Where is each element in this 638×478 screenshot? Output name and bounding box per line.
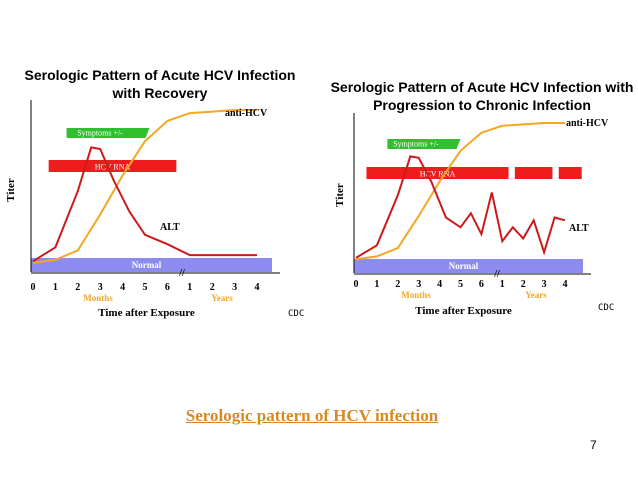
x-tick-label: 3 bbox=[98, 282, 103, 293]
symptoms-bar bbox=[387, 139, 461, 149]
x-tick-label: 1 bbox=[53, 282, 58, 293]
axis-break-mark: // bbox=[493, 269, 500, 280]
x-tick-label: 5 bbox=[143, 282, 148, 293]
chart-chronic-source: CDC bbox=[598, 303, 615, 313]
page-number: 7 bbox=[590, 438, 597, 452]
y-axis-title: Titer bbox=[334, 183, 346, 207]
symptoms-label: Symptoms +/- bbox=[393, 140, 439, 149]
chart-recovery-source: CDC bbox=[288, 309, 305, 319]
chart-recovery-svg: Serologic Pattern of Acute HCV Infection… bbox=[5, 67, 296, 319]
x-unit-months: Months bbox=[83, 293, 113, 303]
hcv-rna-bar bbox=[48, 160, 177, 172]
x-tick-label: 1 bbox=[374, 279, 379, 290]
chart-title-line: Progression to Chronic Infection bbox=[373, 97, 591, 113]
x-tick-label: 4 bbox=[120, 282, 125, 293]
x-tick-label: 5 bbox=[458, 279, 463, 290]
x-tick-label: 4 bbox=[563, 279, 568, 290]
x-tick-label: 3 bbox=[542, 279, 547, 290]
normal-band-label: Normal bbox=[449, 261, 479, 271]
x-tick-label: 2 bbox=[75, 282, 80, 293]
anti-hcv-label: anti-HCV bbox=[566, 118, 609, 129]
x-tick-label: 2 bbox=[521, 279, 526, 290]
alt-label: ALT bbox=[160, 222, 180, 233]
chart-title-line: with Recovery bbox=[112, 85, 208, 101]
x-tick-label: 2 bbox=[395, 279, 400, 290]
hcv-rna-bar-segment bbox=[514, 167, 553, 179]
figure-caption[interactable]: Serologic pattern of HCV infection bbox=[185, 406, 439, 425]
chart-chronic: Serologic Pattern of Acute HCV Infection… bbox=[319, 0, 638, 330]
hcv-rna-label: HCV RNA bbox=[95, 163, 131, 172]
normal-band-label: Normal bbox=[132, 260, 162, 270]
hcv-rna-bar bbox=[366, 167, 509, 179]
x-tick-label: 4 bbox=[255, 282, 260, 293]
chart-title-line: Serologic Pattern of Acute HCV Infection bbox=[25, 67, 296, 83]
x-unit-years: Years bbox=[525, 290, 547, 300]
normal-band bbox=[31, 258, 272, 272]
hcv-rna-label: HCV RNA bbox=[420, 170, 456, 179]
chart-title-line: Serologic Pattern of Acute HCV Infection… bbox=[331, 79, 634, 95]
normal-band bbox=[354, 259, 583, 273]
x-tick-label: 6 bbox=[479, 279, 484, 290]
x-tick-label: 3 bbox=[416, 279, 421, 290]
x-tick-label: 0 bbox=[31, 282, 36, 293]
axis-break-mark: // bbox=[178, 268, 185, 279]
anti-hcv-line bbox=[32, 109, 257, 264]
x-axis-title: Time after Exposure bbox=[415, 305, 512, 317]
x-tick-label: 2 bbox=[210, 282, 215, 293]
symptoms-bar bbox=[66, 128, 150, 138]
x-tick-label: 6 bbox=[165, 282, 170, 293]
alt-label: ALT bbox=[569, 223, 589, 234]
alt-line bbox=[355, 155, 566, 259]
hcv-rna-bar-segment bbox=[558, 167, 582, 179]
x-tick-label: 0 bbox=[354, 279, 359, 290]
x-unit-months: Months bbox=[401, 290, 431, 300]
x-tick-label: 1 bbox=[500, 279, 505, 290]
x-tick-label: 1 bbox=[187, 282, 192, 293]
x-unit-years: Years bbox=[211, 293, 233, 303]
anti-hcv-line bbox=[355, 122, 565, 261]
x-tick-label: 4 bbox=[437, 279, 442, 290]
alt-line bbox=[32, 146, 257, 263]
chart-chronic-svg: Serologic Pattern of Acute HCV Infection… bbox=[331, 79, 634, 317]
symptoms-label: Symptoms +/- bbox=[77, 129, 123, 138]
anti-hcv-label: anti-HCV bbox=[225, 108, 268, 119]
chart-recovery: Serologic Pattern of Acute HCV Infection… bbox=[0, 0, 319, 330]
y-axis-title: Titer bbox=[5, 178, 17, 202]
x-axis-title: Time after Exposure bbox=[98, 307, 195, 319]
x-tick-label: 3 bbox=[232, 282, 237, 293]
